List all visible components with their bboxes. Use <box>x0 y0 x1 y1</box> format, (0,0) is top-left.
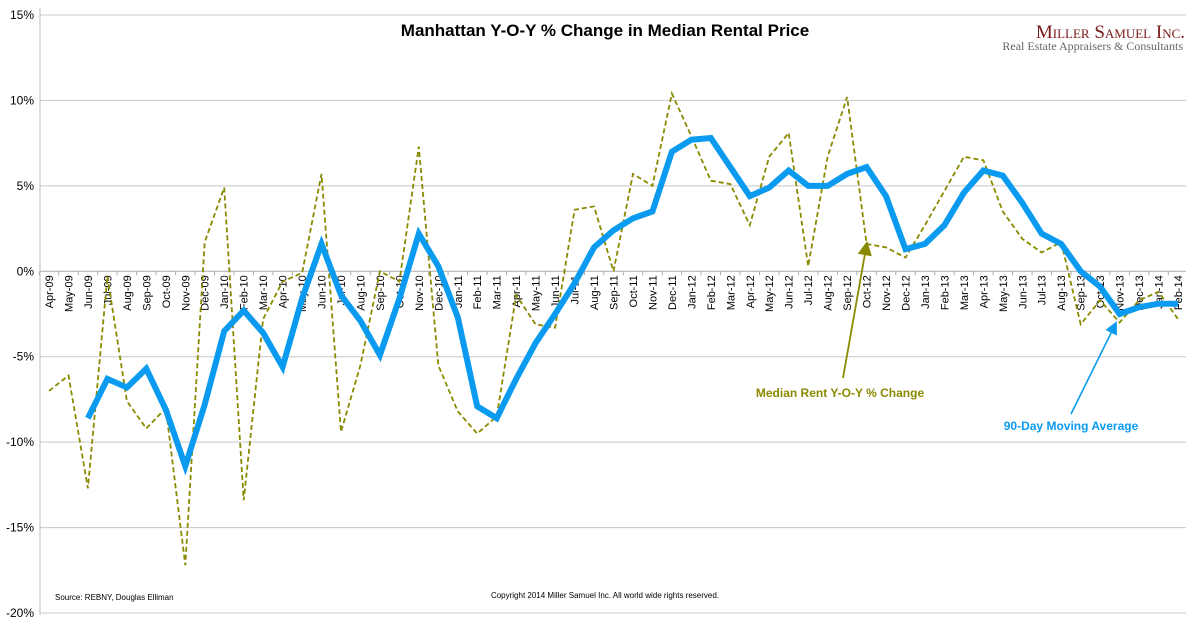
x-tick-label: Nov-11 <box>647 275 659 310</box>
x-tick-label: Jul-12 <box>803 275 815 305</box>
x-tick-label: Jun-10 <box>317 275 329 309</box>
y-tick-label: -20% <box>6 606 34 620</box>
logo: Miller Samuel Inc. Real Estate Appraiser… <box>1002 22 1185 53</box>
x-tick-label: Mar-12 <box>725 275 737 310</box>
x-tick-label: Dec-11 <box>667 275 679 310</box>
logo-name: Miller Samuel Inc. <box>1036 22 1185 43</box>
x-tick-label: Sep-13 <box>1076 275 1088 310</box>
y-tick-label: 15% <box>10 8 34 22</box>
x-tick-label: Feb-10 <box>239 275 251 310</box>
x-tick-label: Jun-12 <box>784 275 796 309</box>
x-tick-label: Mar-11 <box>492 275 504 309</box>
x-tick-label: Apr-11 <box>511 275 523 307</box>
x-tick-label: Aug-09 <box>122 275 134 310</box>
x-tick-label: Mar-13 <box>959 275 971 310</box>
y-tick-label: 0% <box>17 264 35 278</box>
x-tick-label: Jan-10 <box>219 275 231 309</box>
x-tick-label: Aug-10 <box>355 275 367 310</box>
x-tick-label: Oct-12 <box>862 275 874 308</box>
x-tick-label: May-11 <box>531 275 543 311</box>
x-tick-label: Feb-12 <box>706 275 718 310</box>
x-tick-label: Jun-13 <box>1017 275 1029 309</box>
moving-average-annotation: 90-Day Moving Average <box>1004 419 1139 433</box>
x-tick-label: Nov-13 <box>1115 275 1127 310</box>
series-lines <box>48 90 1179 566</box>
x-tick-label: Feb-11 <box>472 275 484 309</box>
x-tick-label: Sep-10 <box>375 275 387 310</box>
moving-average-arrow <box>1070 321 1117 415</box>
x-tick-label: Oct-09 <box>161 275 173 308</box>
y-tick-label: -5% <box>13 350 35 364</box>
x-tick-label: Nov-10 <box>414 275 426 310</box>
x-tick-label: Apr-12 <box>745 275 757 308</box>
x-tick-label: May-12 <box>764 275 776 312</box>
x-tick-label: Sep-11 <box>609 275 621 310</box>
x-tick-label: Mar-10 <box>258 275 270 310</box>
gridlines <box>40 14 1186 614</box>
y-tick-labels: 15% 10% 5% 0% -5% -10% -15% -20% <box>6 8 34 620</box>
x-tick-label: Nov-09 <box>180 275 192 310</box>
y-tick-label: -10% <box>6 435 34 449</box>
chart-title: Manhattan Y-O-Y % Change in Median Renta… <box>401 21 809 40</box>
x-tick-label: Sep-09 <box>141 275 153 310</box>
x-tick-label: May-13 <box>998 275 1010 312</box>
x-tick-label: Jun-09 <box>83 275 95 309</box>
y-tick-label: 10% <box>10 93 34 107</box>
x-tick-label: May-09 <box>63 275 75 312</box>
x-tick-label: Aug-11 <box>589 275 601 310</box>
y-tick-label: 5% <box>17 179 35 193</box>
x-tick-label: Aug-13 <box>1056 275 1068 310</box>
x-tick-label: Oct-11 <box>628 275 640 307</box>
x-tick-label: Feb-13 <box>939 275 951 310</box>
moving-average-line <box>85 134 1178 476</box>
x-tick-label: Aug-12 <box>823 275 835 310</box>
x-tick-label: Jun-11 <box>550 275 562 308</box>
x-tick-label: Jan-12 <box>686 275 698 309</box>
x-tick-label: Apr-10 <box>278 275 290 308</box>
median-rent-line <box>48 90 1179 566</box>
x-tick-label: Apr-09 <box>44 275 56 308</box>
x-tick-label: Jan-11 <box>453 275 465 308</box>
x-tick-label: Apr-13 <box>978 275 990 308</box>
x-tick-labels: Apr-09 May-09 Jun-09 Jul-09 Aug-09 Sep-09 Oct-… <box>38 271 1185 312</box>
x-tick-label: Sep-12 <box>842 275 854 310</box>
source-note: Source: REBNY, Douglas Elliman <box>55 593 174 602</box>
x-tick-label: Dec-12 <box>900 275 912 310</box>
y-tick-label: -15% <box>6 521 34 535</box>
x-tick-label: Jul-13 <box>1037 275 1049 305</box>
median-rent-annotation: Median Rent Y-O-Y % Change <box>756 386 925 400</box>
x-tick-label: Nov-12 <box>881 275 893 310</box>
median-rent-arrow <box>842 240 872 379</box>
copyright-note: Copyright 2014 Miller Samuel Inc. All wo… <box>491 591 719 600</box>
logo-tagline: Real Estate Appraisers & Consultants <box>1002 39 1183 53</box>
x-tick-label: Jan-13 <box>920 275 932 309</box>
